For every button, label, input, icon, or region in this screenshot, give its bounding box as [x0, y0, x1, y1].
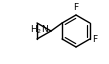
Text: H$_2$N: H$_2$N [30, 23, 49, 36]
Text: F: F [92, 34, 97, 44]
Text: F: F [73, 3, 79, 12]
